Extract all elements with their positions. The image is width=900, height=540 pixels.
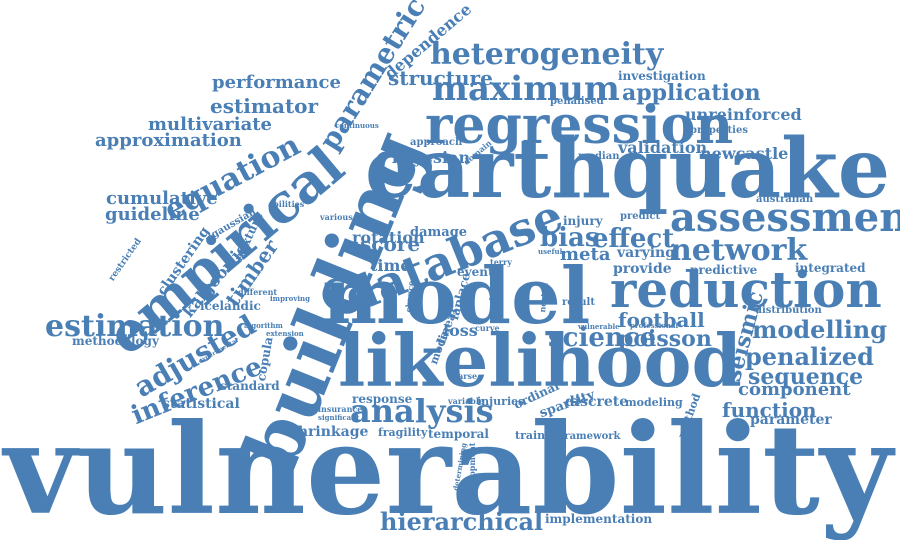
word-median: median [578, 151, 620, 162]
word-predict: predict [620, 211, 661, 222]
word-reduction: reduction [610, 260, 882, 319]
word-estimation: estimation [45, 309, 225, 344]
word-chance: chance [403, 280, 416, 313]
word-damage: damage [410, 225, 468, 240]
word-guideline: guideline [105, 204, 200, 225]
word-component: component [738, 379, 851, 400]
word-properties: properties [690, 125, 748, 136]
word-unreinforced: unreinforced [685, 105, 802, 124]
word-various: various [320, 212, 353, 222]
word-investigation: investigation [618, 69, 706, 83]
word-terry: terry [490, 257, 512, 267]
word-different: different [238, 287, 278, 297]
word-continuous: continuous [335, 121, 379, 130]
word-curve: curve [475, 323, 500, 333]
word-sequence: sequence [748, 364, 864, 390]
word-implementation: implementation [545, 512, 653, 526]
word-heterogeneity: heterogeneity [430, 37, 664, 72]
word-framework: framework [560, 431, 621, 442]
word-australian: australian [756, 194, 814, 205]
word-poisson: poisson [618, 326, 712, 352]
word-abilities: abilities [268, 199, 305, 209]
word-temporal: temporal [428, 427, 489, 441]
word-application: application [622, 80, 761, 106]
word-shrinkage: shrinkage [290, 424, 369, 440]
word-integrated: integrated [795, 261, 866, 275]
word-approach: approach [410, 137, 463, 148]
word-extension: extension [266, 329, 304, 338]
word-analysis: analysis [350, 392, 494, 430]
word-penalized: penalized [745, 342, 874, 371]
word-bayesian: bayesian [392, 148, 471, 167]
word-likelihood: likelihood [338, 318, 742, 403]
word-validation: validation [618, 138, 708, 157]
word-injuries: injuries [477, 395, 525, 408]
word-vulnerable: vulnerable [578, 322, 620, 331]
word-meta: meta [560, 244, 611, 265]
word-network: network [670, 233, 808, 268]
word-newcastle: newcastle [700, 144, 789, 163]
word-modeling: modeling [625, 396, 683, 409]
word-professional: professional [630, 321, 679, 330]
word-provide: provide [613, 261, 672, 277]
word-time: time [370, 256, 411, 275]
word-result: result [562, 297, 595, 308]
word-fragility: fragility [378, 426, 428, 439]
word-performance: performance [212, 72, 341, 93]
word-approximation: approximation [95, 130, 242, 151]
word-penalised: penalised [550, 96, 604, 107]
word-structure: structure [388, 66, 493, 90]
word-assessment: assessment [670, 194, 900, 241]
word-useful: useful [538, 247, 563, 256]
word-predictive: predictive [690, 263, 758, 277]
word-sparse: sparse [448, 371, 478, 381]
word-model: model [322, 251, 591, 342]
word-event: event [457, 265, 494, 279]
word-varying: varying [617, 245, 676, 261]
word-statistical: statistical [162, 396, 240, 412]
word-distribution: distribution [755, 305, 822, 316]
word-maximum: maximum [432, 69, 620, 109]
word-significant: significant [318, 413, 360, 422]
word-development: development [467, 442, 477, 500]
word-football: football [618, 308, 705, 332]
word-variable: variable [448, 396, 484, 406]
word-methodology: methodology [72, 334, 159, 348]
word-score: score [360, 232, 421, 256]
word-regression: regression [425, 95, 734, 156]
word-vulnerability: vulnerability [4, 397, 893, 540]
word-injury: injury [563, 214, 603, 228]
word-algorithm: algorithm [244, 321, 283, 330]
word-loss: loss [443, 321, 478, 340]
word-modelling: modelling [752, 315, 888, 344]
word-cumulative: cumulative [106, 188, 218, 209]
word-earthquake: earthquake [365, 121, 891, 217]
word-multivariate: multivariate [148, 114, 272, 135]
word-icelandic: icelandic [200, 299, 261, 313]
word-parameter: parameter [750, 412, 832, 428]
word-restricted: restricted [107, 236, 144, 284]
word-function: function [722, 398, 817, 422]
word-bias: bias [540, 223, 600, 253]
word-discrete: discrete [565, 394, 629, 410]
word-improving: improving [270, 294, 311, 303]
word-rotation: rotation [352, 228, 425, 247]
word-nested: nested [537, 282, 550, 313]
word-training: training [515, 429, 566, 442]
word-effect: effect [592, 224, 675, 254]
word-estimator: estimator [210, 94, 319, 118]
word-standard: standard [220, 379, 280, 393]
word-hierarchical: hierarchical [380, 507, 544, 536]
word-science: science [548, 323, 657, 353]
word-response: response [352, 392, 413, 406]
word-insurance: insurance [318, 404, 363, 414]
